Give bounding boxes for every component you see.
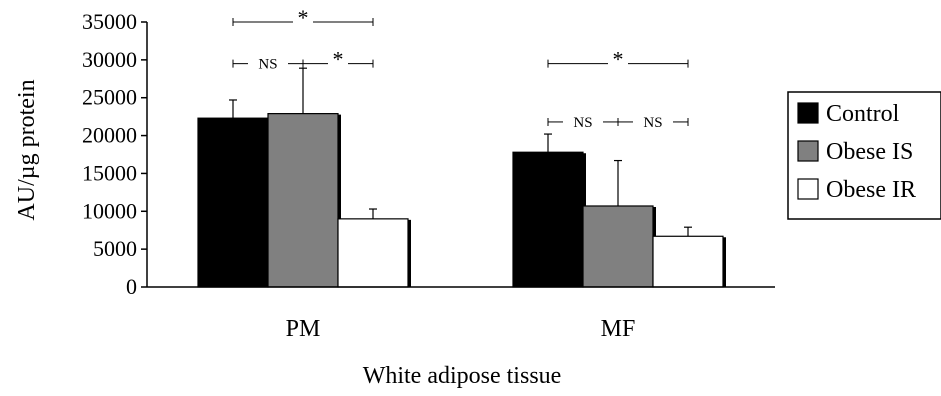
- significance-label: NS: [258, 57, 277, 73]
- bar: [512, 151, 584, 288]
- x-axis-title: White adipose tissue: [363, 363, 562, 389]
- significance-label: *: [333, 47, 344, 72]
- y-axis-title: AU/µg protein: [14, 79, 40, 220]
- legend-label: Obese IR: [826, 177, 916, 203]
- bar-shadow: [723, 237, 726, 287]
- significance-label: *: [298, 5, 309, 30]
- category-label: PM: [286, 316, 321, 342]
- bars-layer: [197, 113, 726, 288]
- category-label: MF: [601, 316, 636, 342]
- y-ticks-layer: 0 5000 10000 15000 20000 25000 30000 35000: [82, 9, 147, 299]
- y-tick-label: 30000: [82, 47, 137, 72]
- bar-shadow: [408, 219, 411, 287]
- y-tick-label: 35000: [82, 9, 137, 34]
- y-tick-label: 5000: [93, 236, 137, 261]
- bar: [197, 117, 269, 288]
- legend-swatch: [797, 178, 819, 200]
- significance-label: *: [613, 47, 624, 72]
- y-tick-label: 15000: [82, 160, 137, 185]
- error-bars-layer: [229, 67, 692, 237]
- bar: [652, 235, 724, 288]
- category-labels-layer: PM MF: [286, 316, 636, 342]
- legend: Control Obese IS Obese IR: [787, 91, 941, 220]
- bar: [337, 218, 409, 288]
- y-tick-label: 10000: [82, 198, 137, 223]
- bar: [582, 205, 654, 288]
- y-tick-label: 0: [126, 274, 137, 299]
- legend-label: Obese IS: [826, 139, 913, 165]
- significance-label: NS: [643, 115, 662, 131]
- significance-layer: * NS * * NS NS: [232, 5, 689, 131]
- bar-shadow: [338, 114, 341, 287]
- bar: [267, 113, 339, 288]
- axes-layer: [146, 22, 775, 288]
- legend-swatch: [797, 140, 819, 162]
- y-tick-label: 20000: [82, 123, 137, 148]
- legend-label: Control: [826, 101, 900, 127]
- legend-swatch: [797, 102, 819, 124]
- y-tick-label: 25000: [82, 85, 137, 110]
- significance-label: NS: [573, 115, 592, 131]
